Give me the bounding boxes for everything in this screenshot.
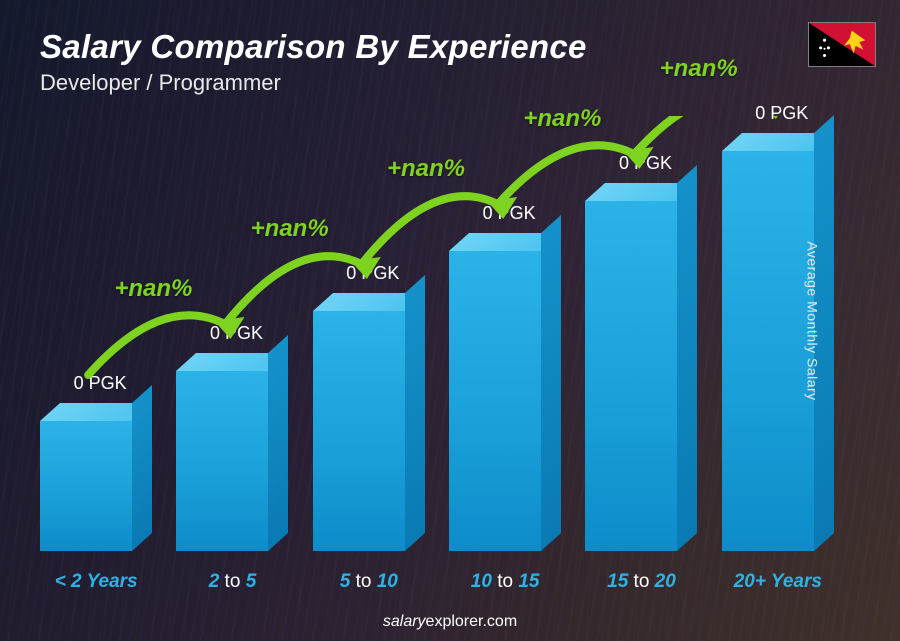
bar-side-face: [541, 215, 561, 551]
bar-column: 0 PGK: [313, 311, 425, 551]
bar-value-label: 0 PGK: [726, 103, 838, 124]
x-axis-label: 10 to 15: [449, 571, 561, 593]
bar-side-face: [132, 385, 152, 551]
bar-column: 0 PGK: [176, 371, 288, 551]
chart-area: 0 PGK0 PGK0 PGK0 PGK0 PGK0 PGK < 2 Years…: [40, 116, 864, 621]
percent-increase-label: +nan%: [523, 105, 601, 133]
bar-3d: 0 PGK: [585, 201, 697, 551]
bar-side-face: [677, 165, 697, 551]
bar-column: 0 PGK: [585, 201, 697, 551]
bar-front-face: [449, 251, 541, 551]
bar-value-label: 0 PGK: [589, 153, 701, 174]
chart-container: Salary Comparison By Experience Develope…: [0, 0, 900, 641]
x-axis-label: 20+ Years: [722, 571, 834, 593]
brand-suffix: explorer: [426, 613, 483, 630]
bars-row: 0 PGK0 PGK0 PGK0 PGK0 PGK0 PGK: [40, 131, 834, 551]
bar-value-label: 0 PGK: [453, 203, 565, 224]
bar-front-face: [585, 201, 677, 551]
bar-column: 0 PGK: [449, 251, 561, 551]
x-axis-label: 15 to 20: [585, 571, 697, 593]
header: Salary Comparison By Experience Develope…: [40, 28, 864, 96]
footer-brand: salaryexplorer.com: [0, 613, 900, 631]
bar-3d: 0 PGK: [176, 371, 288, 551]
brand-domain: .com: [482, 613, 517, 630]
bar-3d: 0 PGK: [313, 311, 425, 551]
x-axis-label: < 2 Years: [40, 571, 152, 593]
bar-front-face: [40, 421, 132, 551]
chart-subtitle: Developer / Programmer: [40, 70, 864, 96]
y-axis-label: Average Monthly Salary: [804, 241, 820, 400]
bar-side-face: [405, 275, 425, 551]
bar-value-label: 0 PGK: [180, 323, 292, 344]
bar-front-face: [176, 371, 268, 551]
country-flag-png: [808, 22, 876, 67]
bar-value-label: 0 PGK: [44, 373, 156, 394]
bar-side-face: [268, 335, 288, 551]
bar-column: 0 PGK: [40, 421, 152, 551]
bar-3d: 0 PGK: [40, 421, 152, 551]
x-axis-label: 5 to 10: [313, 571, 425, 593]
bar-value-label: 0 PGK: [317, 263, 429, 284]
chart-title: Salary Comparison By Experience: [40, 28, 864, 66]
x-axis-labels: < 2 Years 2 to 5 5 to 10 10 to 15 15 to 20 20…: [40, 571, 834, 593]
bar-front-face: [313, 311, 405, 551]
x-axis-label: 2 to 5: [176, 571, 288, 593]
bar-front-face: [722, 151, 814, 551]
brand-prefix: salary: [383, 613, 426, 630]
bar-3d: 0 PGK: [449, 251, 561, 551]
